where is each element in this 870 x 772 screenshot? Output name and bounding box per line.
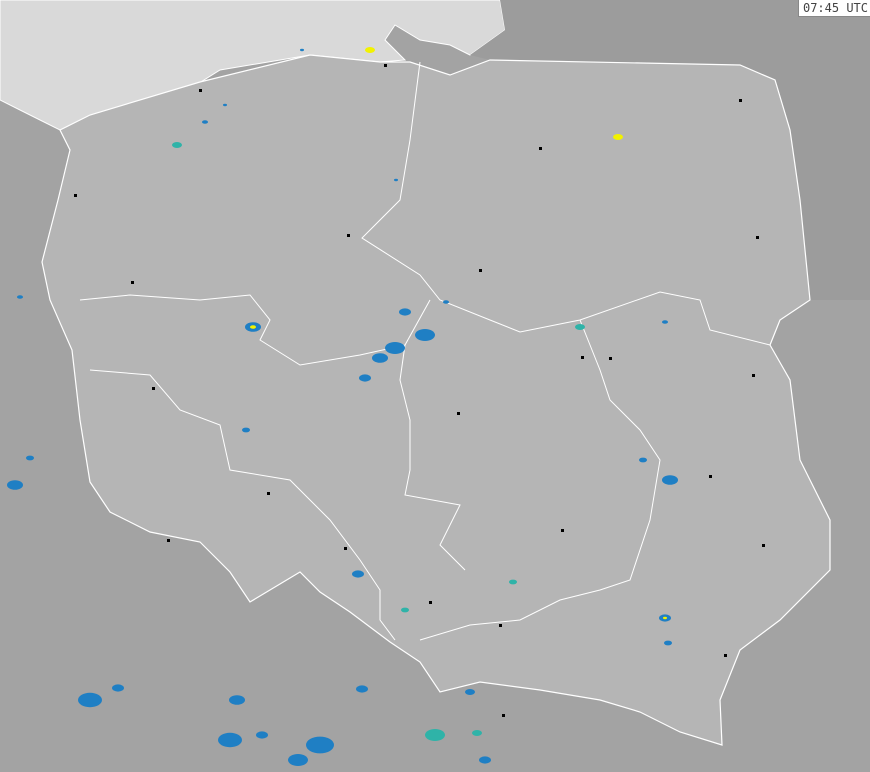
- radar-echo: [242, 427, 250, 433]
- city-dot: [561, 529, 564, 532]
- radar-echo: [78, 692, 102, 708]
- radar-echo: [202, 120, 208, 124]
- city-dot: [762, 544, 765, 547]
- city-dot: [384, 64, 387, 67]
- region-borders: [79, 61, 771, 641]
- radar-echo: [306, 736, 334, 754]
- radar-echo: [663, 616, 667, 620]
- radar-echo: [250, 325, 256, 329]
- radar-echo: [352, 570, 364, 578]
- radar-echo: [399, 308, 411, 316]
- city-dot: [344, 547, 347, 550]
- radar-echo: [365, 47, 375, 53]
- radar-echo: [662, 475, 678, 485]
- timestamp-label: 07:45 UTC: [797, 0, 870, 17]
- city-dot: [539, 147, 542, 150]
- radar-echo: [218, 732, 242, 748]
- radar-echo: [575, 324, 585, 330]
- city-dot: [479, 269, 482, 272]
- radar-echo: [359, 374, 371, 382]
- radar-echo: [509, 579, 517, 585]
- city-dot: [74, 194, 77, 197]
- radar-echo: [472, 730, 482, 736]
- radar-echoes: [7, 47, 678, 766]
- city-dot: [502, 714, 505, 717]
- radar-echo: [256, 731, 268, 739]
- city-dot: [609, 357, 612, 360]
- radar-echo: [223, 103, 227, 107]
- darker-land-northeast: [470, 0, 870, 300]
- radar-echo: [229, 695, 245, 705]
- radar-echo: [288, 754, 308, 766]
- radar-echo: [401, 607, 409, 613]
- radar-echo: [613, 134, 623, 140]
- city-dot: [581, 356, 584, 359]
- city-dot: [724, 654, 727, 657]
- city-dot: [709, 475, 712, 478]
- radar-echo: [479, 756, 491, 764]
- city-dot: [347, 234, 350, 237]
- radar-echo: [415, 329, 435, 341]
- radar-echo: [356, 685, 368, 693]
- radar-echo: [394, 178, 398, 182]
- radar-echo: [17, 295, 23, 299]
- radar-echo: [385, 342, 405, 354]
- radar-echo: [662, 320, 668, 324]
- radar-echo: [7, 480, 23, 490]
- radar-echo: [300, 48, 304, 52]
- radar-echo: [172, 142, 182, 148]
- radar-echo: [26, 455, 34, 461]
- city-dot: [756, 236, 759, 239]
- radar-echo: [465, 689, 475, 695]
- city-dot: [152, 387, 155, 390]
- city-dot: [429, 601, 432, 604]
- city-dot: [167, 539, 170, 542]
- city-dot: [267, 492, 270, 495]
- city-dot: [752, 374, 755, 377]
- city-dot: [457, 412, 460, 415]
- city-dot: [199, 89, 202, 92]
- city-dot: [131, 281, 134, 284]
- city-dot: [499, 624, 502, 627]
- city-dot: [739, 99, 742, 102]
- radar-echo: [372, 353, 388, 363]
- radar-echo: [112, 684, 124, 692]
- radar-echo: [639, 457, 647, 463]
- radar-echo: [664, 640, 672, 646]
- radar-echo: [425, 729, 445, 741]
- city-markers: [74, 64, 765, 717]
- radar-echo: [443, 300, 449, 304]
